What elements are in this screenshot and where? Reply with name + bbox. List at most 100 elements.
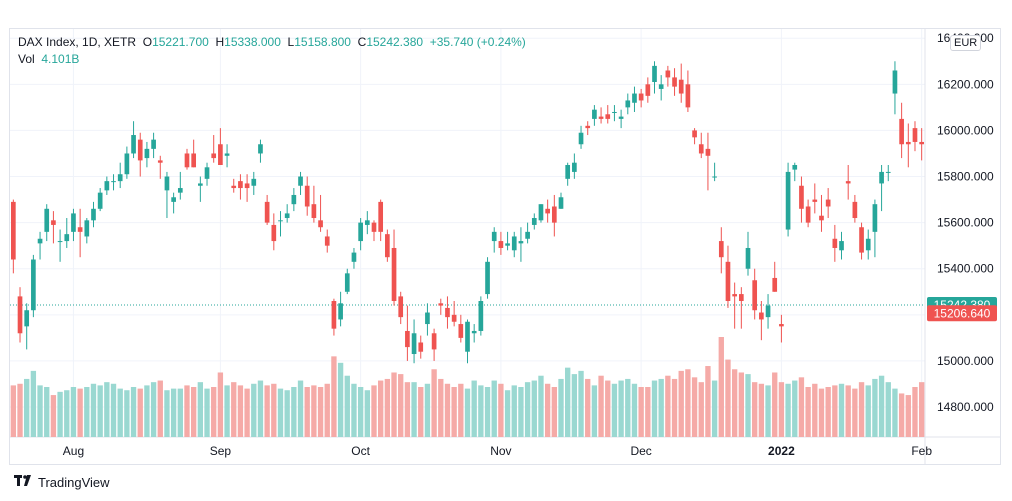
volume-bar — [144, 385, 150, 437]
volume-bar — [164, 390, 170, 437]
volume-bar — [585, 378, 591, 437]
candle-body — [572, 162, 577, 172]
candle-body — [238, 181, 243, 189]
candle-body — [231, 185, 237, 189]
volume-bar — [651, 380, 658, 437]
candle-body — [57, 241, 63, 243]
candle-body — [137, 139, 143, 161]
volume-bar — [544, 383, 551, 437]
candle-body — [592, 109, 597, 119]
currency-button[interactable]: EUR — [950, 35, 982, 51]
volume-bar — [478, 385, 484, 437]
candle-body — [51, 220, 56, 225]
candle-body — [177, 188, 183, 193]
candle-body — [912, 128, 918, 142]
volume-bar — [97, 385, 103, 437]
brand-name[interactable]: TradingView — [38, 474, 110, 490]
volume-bar — [918, 382, 925, 437]
volume-bar — [357, 387, 364, 437]
candle-body — [318, 220, 323, 228]
candle-body — [819, 215, 824, 221]
legend-high-label: H — [215, 35, 225, 49]
volume-bar — [291, 387, 297, 437]
candle-body — [738, 294, 744, 301]
candle-body — [211, 153, 217, 159]
candle-body — [618, 116, 624, 119]
volume-bar — [44, 387, 50, 437]
volume-bar — [772, 372, 778, 437]
volume-bar — [538, 375, 544, 437]
candle-body — [91, 208, 96, 221]
volume-bar — [798, 377, 805, 437]
candle-body — [919, 141, 924, 145]
candle-body — [872, 204, 878, 232]
candle-body — [17, 296, 23, 334]
candle-body — [745, 247, 751, 269]
volume-bar — [792, 380, 798, 437]
candle-body — [765, 305, 771, 318]
volume-bar — [64, 390, 70, 437]
candle-body — [224, 153, 230, 156]
legend-high: 15338.000 — [224, 35, 281, 49]
volume-bar — [284, 390, 290, 437]
volume-bar — [24, 378, 30, 437]
volume-bar — [665, 375, 671, 437]
candle-body — [445, 307, 450, 318]
x-tick-label: Dec — [630, 444, 651, 458]
candle-body — [258, 144, 263, 154]
volume-bar — [378, 380, 384, 437]
volume-bar — [317, 387, 324, 437]
candle-body — [525, 231, 530, 239]
candle-body — [411, 333, 417, 355]
footer: TradingView — [14, 474, 110, 490]
volume-bar — [124, 390, 130, 437]
candlestick-chart[interactable]: 16400.00016200.00016000.00015800.0001560… — [0, 0, 1012, 470]
candle-body — [505, 243, 510, 246]
volume-bar — [398, 374, 404, 437]
volume-bar — [137, 388, 143, 437]
volume-bar — [852, 388, 858, 437]
volume-bar — [418, 387, 424, 437]
volume-bar — [685, 369, 691, 437]
y-tick-label: 14800.000 — [937, 400, 994, 414]
candle-body — [264, 201, 270, 223]
legend: DAX Index, 1D, XETR O15221.700 H15338.00… — [18, 34, 526, 68]
candle-body — [284, 213, 290, 219]
price-badge-label: 15206.640 — [934, 306, 991, 320]
candle-body — [244, 183, 250, 189]
volume-bar — [571, 374, 578, 437]
volume-bar — [905, 395, 911, 437]
candle-body — [725, 261, 731, 301]
legend-close-label: C — [357, 35, 367, 49]
volume-bar — [878, 375, 885, 437]
volume-bar — [424, 383, 431, 437]
candle-body — [251, 178, 257, 186]
candle-body — [438, 303, 444, 306]
candle-body — [151, 139, 156, 149]
candle-body — [772, 277, 778, 292]
candle-body — [799, 185, 804, 209]
candle-body — [785, 171, 791, 230]
volume-bar — [785, 383, 791, 437]
volume-bar — [691, 377, 698, 437]
volume-bar — [611, 383, 618, 437]
volume-bar — [157, 380, 163, 437]
x-tick-label: Sep — [210, 444, 232, 458]
candle-body — [685, 84, 691, 108]
candle-body — [198, 183, 203, 186]
x-tick-label: Feb — [911, 444, 932, 458]
candle-body — [298, 176, 303, 186]
legend-volume-row: Vol 4.101B — [18, 51, 526, 68]
volume-bar — [177, 388, 183, 437]
candle-body — [171, 197, 176, 202]
volume-bar — [745, 374, 751, 437]
y-tick-label: 15400.000 — [937, 262, 994, 276]
candle-body — [705, 148, 711, 156]
volume-bar — [244, 388, 250, 437]
volume-bar — [491, 380, 497, 437]
volume-bar — [344, 375, 350, 437]
volume-bar — [551, 387, 557, 437]
candle-body — [418, 342, 424, 352]
volume-bar — [778, 382, 785, 437]
x-tick-label: Oct — [351, 444, 370, 458]
